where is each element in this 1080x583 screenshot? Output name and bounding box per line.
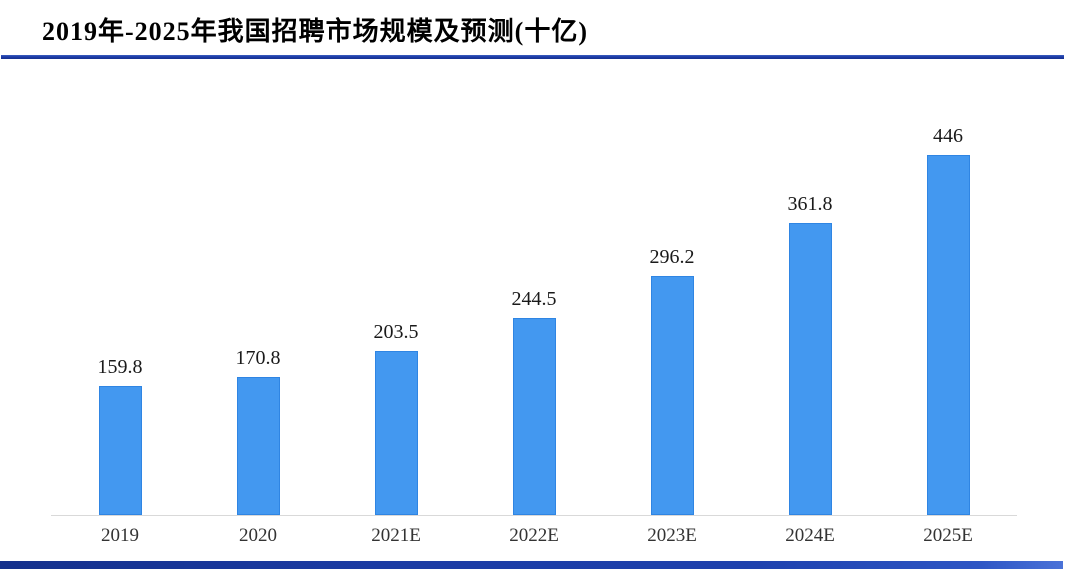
bar-value-label: 296.2 — [649, 246, 695, 268]
bar-value-label: 361.8 — [787, 193, 833, 215]
bottom-accent-bar — [0, 561, 1063, 569]
x-tick-label: 2021E — [371, 525, 421, 546]
bar-2025e — [926, 155, 970, 515]
x-tick-label: 2025E — [923, 525, 973, 546]
bar-column: 446 — [879, 125, 1017, 515]
x-tick-label: 2022E — [509, 525, 559, 546]
bar-2022e — [512, 318, 556, 515]
bar-column: 159.8 — [51, 356, 189, 515]
x-tick-label: 2020 — [239, 525, 277, 546]
x-tick-label: 2023E — [647, 525, 697, 546]
bar-column: 361.8 — [741, 193, 879, 515]
bar-value-label: 244.5 — [511, 288, 557, 310]
bar-value-label: 446 — [933, 125, 963, 147]
chart-title: 2019年-2025年我国招聘市场规模及预测(十亿) — [42, 17, 588, 46]
bar-chart-plot-area: 159.8 170.8 203.5 244.5 296.2 361.8 446 — [51, 60, 1017, 516]
bar-2024e — [788, 223, 832, 515]
x-axis: 2019 2020 2021E 2022E 2023E 2024E 2025E — [51, 525, 1017, 547]
x-tick-label: 2019 — [101, 525, 139, 546]
bar-value-label: 159.8 — [97, 356, 143, 378]
bar-2023e — [650, 276, 694, 515]
bar-column: 203.5 — [327, 321, 465, 515]
bar-column: 170.8 — [189, 347, 327, 515]
x-tick-label: 2024E — [785, 525, 835, 546]
bar-2020 — [236, 377, 280, 515]
bar-column: 244.5 — [465, 288, 603, 515]
bar-2019 — [98, 386, 142, 515]
bar-column: 296.2 — [603, 246, 741, 515]
bar-2021e — [374, 351, 418, 515]
bar-value-label: 170.8 — [235, 347, 281, 369]
title-underline-divider — [1, 55, 1064, 59]
bar-value-label: 203.5 — [373, 321, 419, 343]
